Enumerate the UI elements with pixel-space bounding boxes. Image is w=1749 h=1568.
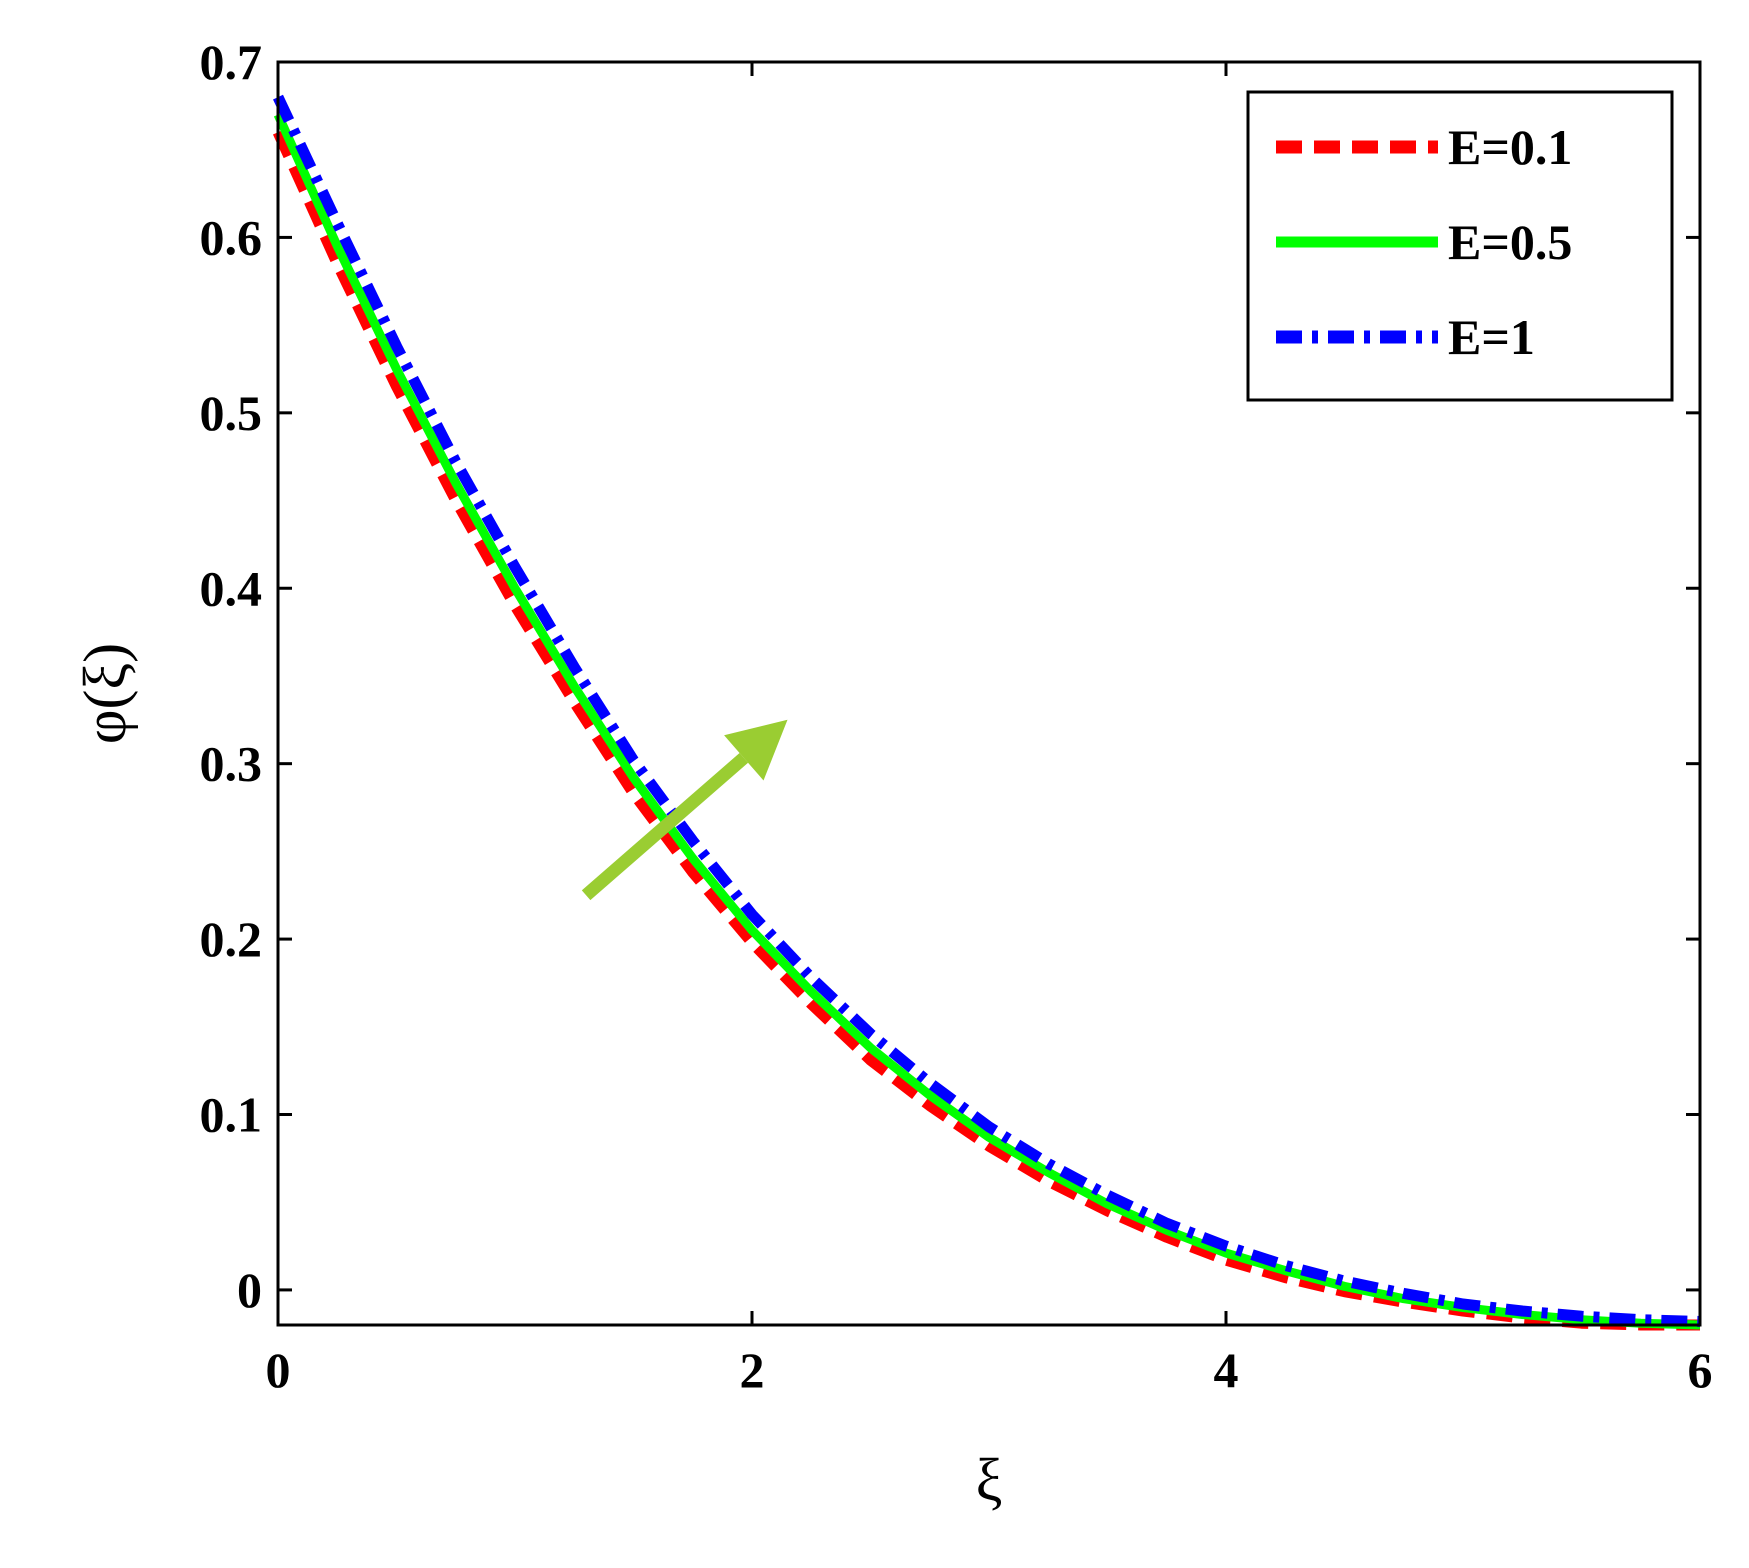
y-tick-label: 0 <box>237 1262 262 1318</box>
legend: E=0.1 E=0.5 E=1 <box>1246 90 1674 402</box>
series-line-3 <box>273 94 1701 1327</box>
y-tick-label: 0.7 <box>200 34 263 90</box>
x-tick-label: 4 <box>1214 1342 1239 1398</box>
x-tick-label: 2 <box>740 1342 765 1398</box>
annotation-layer <box>581 719 788 901</box>
y-tick-label: 0.4 <box>200 560 263 616</box>
y-tick-label: 0.1 <box>200 1087 263 1143</box>
y-tick-label: 0.2 <box>200 911 263 967</box>
x-axis-label: ξ <box>976 1447 1003 1513</box>
ticks-layer: 0 2 4 6 0 0.1 0.2 0.3 0.4 0.5 0.6 0.7 <box>200 34 1713 1398</box>
plot-frame <box>276 60 1702 1327</box>
trend-arrow-head <box>724 719 788 781</box>
y-axis-label: φ(ξ) <box>72 643 138 744</box>
trend-arrow-shaft <box>581 752 749 901</box>
x-tick-label: 0 <box>266 1342 291 1398</box>
legend-label-1: E=0.1 <box>1448 119 1572 175</box>
series-layer <box>272 94 1701 1331</box>
x-tick-label: 6 <box>1688 1342 1713 1398</box>
y-tick-label: 0.5 <box>200 385 263 441</box>
legend-label-3: E=1 <box>1448 309 1535 365</box>
y-tick-label: 0.6 <box>200 209 263 265</box>
y-tick-label: 0.3 <box>200 736 263 792</box>
legend-label-2: E=0.5 <box>1448 214 1572 270</box>
